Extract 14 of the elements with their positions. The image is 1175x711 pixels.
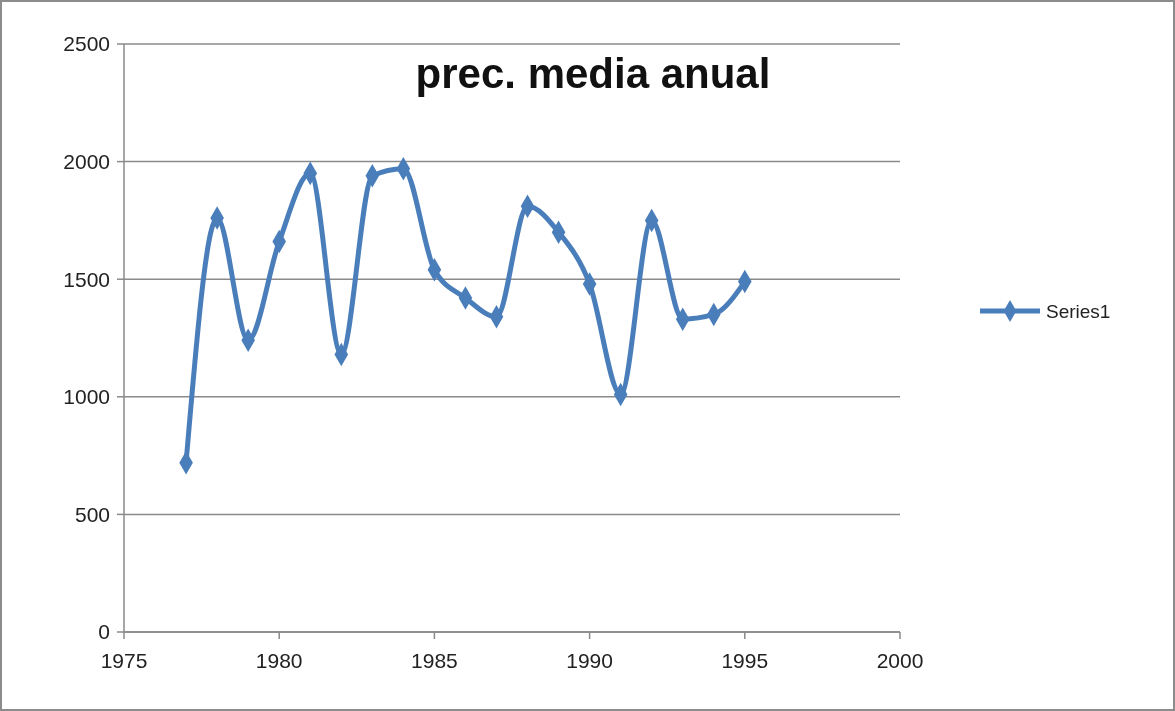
- y-tick-label: 1500: [63, 267, 110, 291]
- y-tick-label: 0: [98, 620, 110, 644]
- y-tick-label: 2000: [63, 149, 110, 173]
- y-tick-label: 1000: [63, 385, 110, 409]
- y-tick-label: 2500: [63, 32, 110, 56]
- legend-label: Series1: [1046, 300, 1111, 322]
- x-tick-label: 1995: [721, 649, 769, 672]
- x-tick-label: 1980: [255, 649, 303, 672]
- y-tick-label: 500: [74, 502, 110, 526]
- x-tick-label: 1985: [411, 649, 458, 672]
- x-tick-label: 1990: [566, 649, 613, 672]
- x-tick-label: 2000: [876, 649, 924, 672]
- chart-title: prec. media anual: [415, 50, 771, 97]
- x-tick-label: 1975: [100, 649, 148, 672]
